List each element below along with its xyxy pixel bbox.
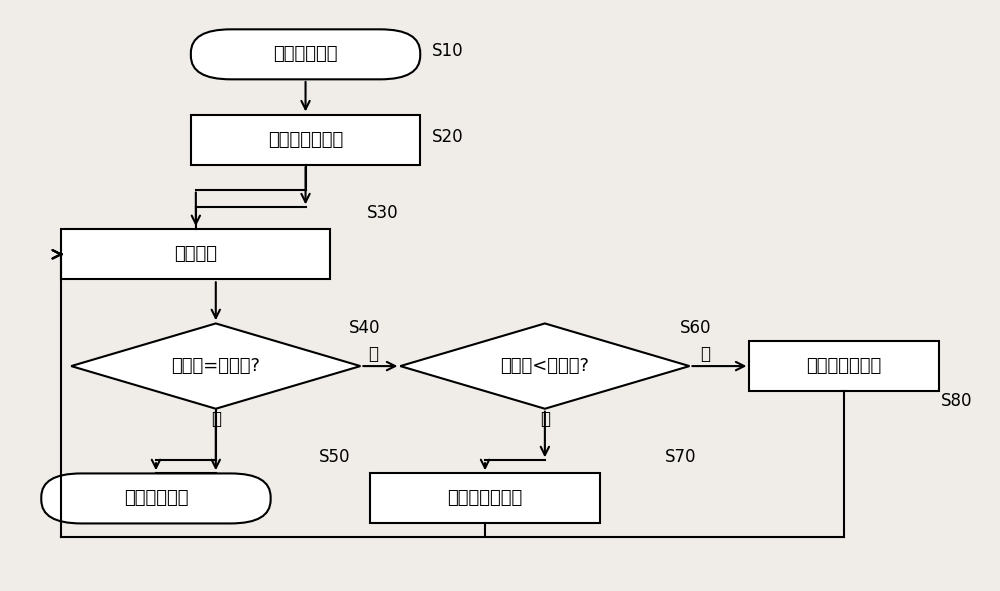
Text: 否: 否 [368,345,378,363]
Bar [749,341,939,391]
Bar [191,115,420,165]
Text: S80: S80 [941,392,972,410]
Text: S40: S40 [348,319,380,337]
Text: 输入控制目标值: 输入控制目标值 [268,131,343,148]
Text: 电机顺时针驱动: 电机顺时针驱动 [806,357,882,375]
Text: 是: 是 [540,410,550,428]
Text: S50: S50 [319,448,350,466]
Text: S30: S30 [367,204,399,222]
Text: S70: S70 [665,448,696,466]
Text: 负载控制结束: 负载控制结束 [124,489,188,508]
Bar [370,473,600,524]
Text: S20: S20 [432,128,464,145]
Text: S60: S60 [680,319,711,337]
FancyBboxPatch shape [41,473,271,524]
Text: 负载控制开始: 负载控制开始 [273,46,338,63]
Text: 电机逆时针驱动: 电机逆时针驱动 [447,489,523,508]
Text: 目标值<测量值?: 目标值<测量值? [500,357,589,375]
Text: 目标值=测量值?: 目标值=测量值? [171,357,260,375]
Text: S10: S10 [432,43,464,60]
Text: 测量负载: 测量负载 [174,245,217,264]
Text: 是: 是 [211,410,221,428]
Polygon shape [400,323,689,409]
Bar [61,229,330,280]
Polygon shape [71,323,360,409]
Text: 否: 否 [700,345,710,363]
FancyBboxPatch shape [191,30,420,79]
